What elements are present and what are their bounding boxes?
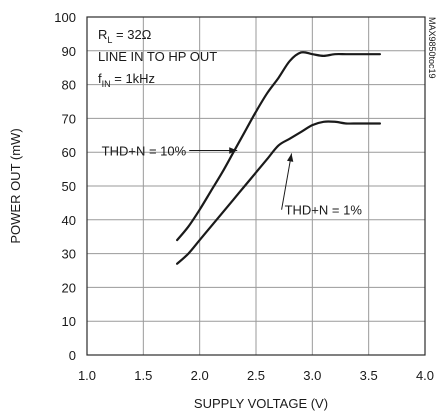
- x-tick-label: 1.5: [134, 368, 152, 383]
- load-condition-label: RL = 32Ω: [98, 27, 152, 45]
- series-line-thd-1: [176, 120, 382, 265]
- x-tick-label: 1.0: [78, 368, 96, 383]
- y-tick-label: 60: [62, 145, 76, 160]
- series-annotation: THD+N = 1%: [285, 203, 363, 218]
- y-tick-label: 80: [62, 78, 76, 93]
- annotation-group: THD+N = 10% THD+N = 1%: [102, 144, 363, 218]
- y-tick-label: 50: [62, 179, 76, 194]
- annotation-arrowhead: [286, 153, 294, 162]
- x-tick-label: 3.0: [303, 368, 321, 383]
- frequency-condition-label: fIN = 1kHz: [98, 71, 155, 89]
- series-line-thd-10: [176, 51, 382, 242]
- x-tick-label: 2.5: [247, 368, 265, 383]
- annotation-arrowhead: [229, 147, 238, 154]
- tick-labels: 1.0 1.5 2.0 2.5 3.0 3.5 4.0 0 10 20 30 40 50 60 70 80 90…: [54, 10, 434, 383]
- y-tick-label: 100: [54, 10, 76, 25]
- signal-path-label: LINE IN TO HP OUT: [98, 49, 217, 64]
- y-tick-label: 10: [62, 314, 76, 329]
- y-tick-label: 70: [62, 111, 76, 126]
- y-tick-label: 90: [62, 44, 76, 59]
- series-annotation: THD+N = 10%: [102, 144, 187, 159]
- x-tick-label: 3.5: [360, 368, 378, 383]
- document-code: MAX9850toc19: [427, 17, 437, 79]
- conditions-block: RL = 32Ω LINE IN TO HP OUT fIN = 1kHz: [98, 27, 217, 89]
- x-axis-label: SUPPLY VOLTAGE (V): [194, 396, 328, 411]
- y-tick-label: 30: [62, 247, 76, 262]
- y-tick-label: 20: [62, 280, 76, 295]
- x-tick-label: 2.0: [191, 368, 209, 383]
- y-tick-label: 0: [69, 348, 76, 363]
- grid: [86, 16, 426, 356]
- x-tick-label: 4.0: [416, 368, 434, 383]
- y-axis-label: POWER OUT (mW): [8, 128, 23, 243]
- y-tick-label: 40: [62, 213, 76, 228]
- series-group: [176, 51, 382, 265]
- plot-frame: [86, 16, 426, 356]
- annotation-leader: [281, 153, 293, 210]
